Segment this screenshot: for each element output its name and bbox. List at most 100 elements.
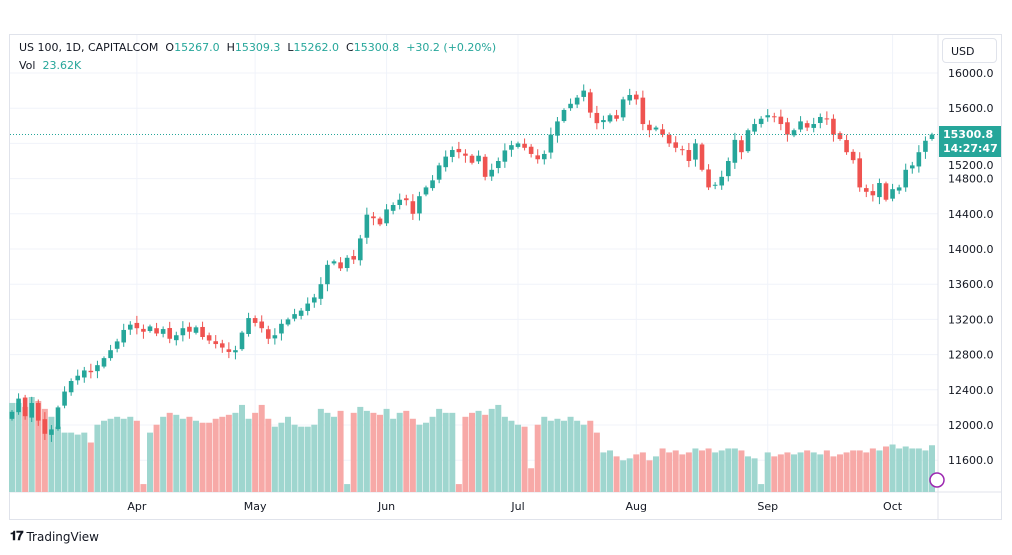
candle-body xyxy=(758,118,764,125)
symbol-label[interactable]: US 100, 1D, CAPITALCOM xyxy=(19,41,159,54)
volume-bar xyxy=(777,454,784,492)
candle-body xyxy=(601,120,606,123)
close-label: C xyxy=(346,41,354,54)
volume-bar xyxy=(173,414,180,492)
volume-bar xyxy=(804,450,811,492)
volume-bar xyxy=(817,454,824,492)
volume-bar xyxy=(758,484,765,492)
candle-body xyxy=(410,201,416,214)
candle-body xyxy=(587,92,593,113)
candle-body xyxy=(916,152,922,167)
candle-body xyxy=(357,238,363,261)
candle-body xyxy=(318,284,324,299)
low-label: L xyxy=(287,41,294,54)
candle-body xyxy=(824,118,830,120)
volume-bar xyxy=(127,416,134,492)
candle-body xyxy=(896,187,902,191)
candle-body xyxy=(647,124,652,131)
volume-bar xyxy=(626,458,633,492)
currency-button[interactable]: USD xyxy=(942,38,997,63)
candle-body xyxy=(870,191,876,196)
volume-bar xyxy=(633,454,640,492)
open-label: O xyxy=(165,41,175,54)
volume-bar xyxy=(423,422,429,492)
y-tick-label: 14400.0 xyxy=(948,208,994,221)
volume-bar xyxy=(212,418,219,492)
volume-bar xyxy=(771,456,778,492)
volume-bar xyxy=(482,414,489,492)
candle-body xyxy=(206,335,212,341)
candle-body xyxy=(390,205,396,211)
x-tick-label: Sep xyxy=(757,500,778,513)
volume-bar xyxy=(685,452,692,492)
volume-bar xyxy=(863,452,870,492)
candle-body xyxy=(476,155,481,162)
volume-bar xyxy=(317,408,324,492)
y-tick-label: 12000.0 xyxy=(948,419,994,432)
volume-bar xyxy=(35,400,42,492)
volume-bar xyxy=(823,450,830,492)
volume-bar xyxy=(324,412,331,492)
volume-bar xyxy=(390,418,397,492)
volume-label[interactable]: Vol xyxy=(19,59,36,72)
volume-bar xyxy=(377,414,383,492)
candle-body xyxy=(607,115,613,122)
candle-body xyxy=(127,324,133,330)
volume-bar xyxy=(896,448,903,492)
candle-body xyxy=(351,256,357,260)
volume-bar xyxy=(495,404,502,492)
volume-bar xyxy=(245,418,252,492)
candle-body xyxy=(627,95,633,101)
volume-bar xyxy=(133,420,140,492)
volume-bar xyxy=(620,460,627,492)
tradingview-logo[interactable]: 𝟏𝟕 TradingView xyxy=(10,529,99,544)
y-tick-label: 13600.0 xyxy=(948,278,994,291)
candle-body xyxy=(719,176,725,186)
candle-body xyxy=(745,130,751,152)
volume-bar xyxy=(488,408,495,492)
volume-bar xyxy=(462,416,469,492)
candle-body xyxy=(68,381,74,393)
y-tick-label: 14800.0 xyxy=(948,173,994,186)
candle-body xyxy=(364,214,370,238)
volume-bar xyxy=(922,450,929,492)
volume-bar xyxy=(528,468,535,492)
volume-bar xyxy=(725,448,732,492)
candle-body xyxy=(305,303,311,311)
candle-body xyxy=(857,158,863,188)
volume-bar xyxy=(515,424,521,492)
candle-body xyxy=(725,161,731,177)
candle-body xyxy=(509,145,514,150)
volume-bar xyxy=(9,402,15,492)
volume-bar xyxy=(271,426,278,492)
volume-bar xyxy=(48,416,55,492)
candle-body xyxy=(574,97,580,105)
candle-body xyxy=(265,329,271,339)
candle-body xyxy=(686,150,692,161)
volume-bar xyxy=(337,410,344,492)
volume-bar xyxy=(915,448,922,492)
volume-bar xyxy=(600,452,607,492)
candle-body xyxy=(502,150,508,162)
candle-body xyxy=(75,375,81,381)
volume-bar xyxy=(298,426,305,492)
candle-body xyxy=(331,261,337,264)
volume-bar xyxy=(370,412,377,492)
volume-bar xyxy=(179,418,186,492)
volume-bar xyxy=(672,450,679,492)
y-tick-label: 16000.0 xyxy=(948,67,994,80)
candle-body xyxy=(449,150,455,157)
y-tick-label: 15200.0 xyxy=(948,159,994,172)
volume-bar xyxy=(561,420,567,492)
candle-body xyxy=(311,297,317,303)
candle-body xyxy=(528,146,534,154)
candle-body xyxy=(384,209,389,224)
candle-body xyxy=(173,335,179,341)
candle-body xyxy=(850,151,856,161)
volume-bar xyxy=(140,484,147,492)
candle-body xyxy=(837,133,843,139)
y-tick-label: 12800.0 xyxy=(948,349,994,362)
low-value: 15262.0 xyxy=(293,41,340,54)
volume-bar xyxy=(692,448,699,492)
